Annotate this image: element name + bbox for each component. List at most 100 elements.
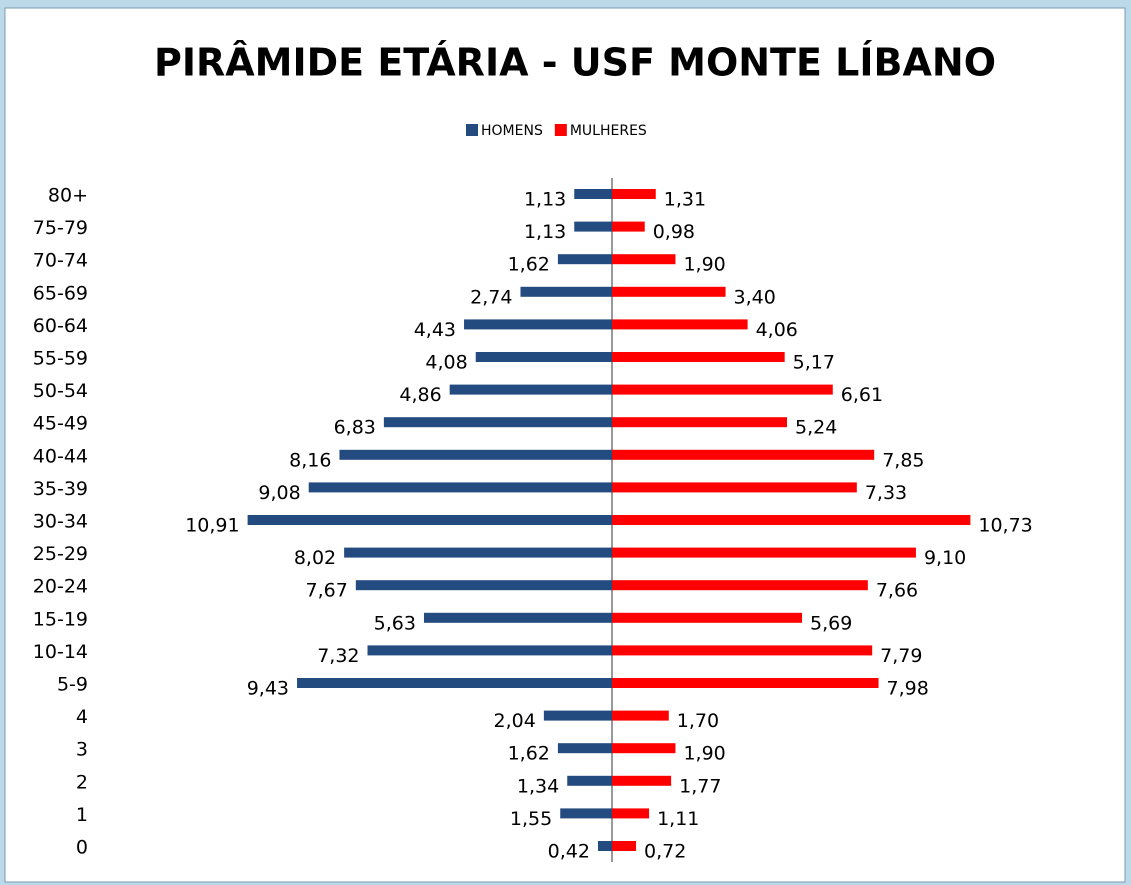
chart-title: PIRÂMIDE ETÁRIA - USF MONTE LÍBANO <box>154 41 996 85</box>
bar <box>612 221 645 232</box>
bar <box>560 808 612 819</box>
value-label: 1,55 <box>510 808 552 830</box>
category-label: 60-64 <box>33 315 88 337</box>
bar <box>574 189 612 199</box>
category-label: 2 <box>76 771 88 793</box>
bar <box>612 352 785 362</box>
bar <box>612 678 879 688</box>
value-label: 1,90 <box>683 254 725 276</box>
bar <box>520 286 612 297</box>
value-label: 7,67 <box>306 580 348 602</box>
legend-label: MULHERES <box>570 123 647 139</box>
value-label: 1,34 <box>517 775 559 797</box>
category-label: 4 <box>76 706 88 728</box>
value-label: 5,63 <box>374 612 416 634</box>
category-label: 75-79 <box>33 217 88 239</box>
bar <box>383 417 612 428</box>
bar <box>367 645 612 656</box>
value-label: 4,06 <box>756 319 798 341</box>
value-label: 5,69 <box>810 612 852 634</box>
bar <box>567 775 612 786</box>
value-label: 10,91 <box>185 515 239 537</box>
value-label: 9,43 <box>247 678 289 700</box>
category-label: 70-74 <box>33 250 88 272</box>
bar <box>612 743 676 754</box>
category-label: 5-9 <box>57 674 88 696</box>
bar <box>543 710 612 721</box>
category-label: 20-24 <box>33 576 88 598</box>
legend-swatch <box>554 124 567 136</box>
bar <box>557 743 612 754</box>
bar <box>557 254 612 265</box>
value-label: 5,17 <box>793 352 835 374</box>
value-label: 2,74 <box>470 286 512 308</box>
bar <box>612 710 669 721</box>
bar <box>612 482 857 493</box>
value-label: 0,98 <box>653 221 695 243</box>
bar <box>612 515 971 525</box>
value-label: 1,11 <box>657 808 699 830</box>
bar <box>612 645 873 656</box>
value-label: 0,42 <box>548 841 590 863</box>
category-label: 25-29 <box>33 543 88 565</box>
value-label: 1,90 <box>683 743 725 765</box>
bar <box>344 547 612 558</box>
bar <box>247 515 612 525</box>
value-label: 1,13 <box>524 221 566 243</box>
value-label: 7,32 <box>317 645 359 667</box>
value-label: 1,13 <box>524 189 566 211</box>
value-label: 4,43 <box>414 319 456 341</box>
category-label: 15-19 <box>33 608 88 630</box>
value-label: 2,04 <box>494 710 536 732</box>
bar <box>475 352 612 362</box>
bar <box>297 678 612 688</box>
bar <box>612 449 875 460</box>
category-label: 80+ <box>48 185 88 207</box>
value-label: 1,77 <box>679 775 721 797</box>
category-label: 55-59 <box>33 348 88 370</box>
value-label: 9,08 <box>258 482 300 504</box>
bar <box>612 580 868 591</box>
bar <box>449 384 612 395</box>
bar <box>612 417 788 428</box>
value-label: 1,62 <box>508 254 550 276</box>
bar <box>612 384 833 395</box>
category-label: 35-39 <box>33 478 88 500</box>
bar <box>612 612 803 623</box>
bar <box>612 189 656 199</box>
category-label: 50-54 <box>33 380 88 402</box>
category-label: 65-69 <box>33 282 88 304</box>
bar <box>612 808 650 819</box>
value-label: 4,08 <box>425 352 467 374</box>
value-label: 7,33 <box>865 482 907 504</box>
bar <box>308 482 612 493</box>
category-label: 0 <box>76 837 88 859</box>
category-label: 40-44 <box>33 445 88 467</box>
bar <box>612 286 726 297</box>
bar <box>423 612 612 623</box>
value-label: 0,72 <box>644 841 686 863</box>
value-label: 8,16 <box>289 449 331 471</box>
bar <box>464 319 612 330</box>
value-label: 4,86 <box>399 384 441 406</box>
value-label: 7,85 <box>882 449 924 471</box>
value-label: 8,02 <box>294 547 336 569</box>
bar <box>612 547 916 558</box>
value-label: 6,83 <box>334 417 376 439</box>
value-label: 1,62 <box>508 743 550 765</box>
value-label: 6,61 <box>841 384 883 406</box>
legend-swatch <box>466 124 478 136</box>
bar <box>612 319 748 330</box>
value-label: 9,10 <box>924 547 966 569</box>
bar <box>597 841 612 851</box>
bar <box>612 775 672 786</box>
value-label: 1,31 <box>664 189 706 211</box>
value-label: 7,66 <box>876 580 918 602</box>
value-label: 7,79 <box>880 645 922 667</box>
category-label: 3 <box>76 739 88 761</box>
bar <box>612 254 676 265</box>
value-label: 1,70 <box>677 710 719 732</box>
value-label: 7,98 <box>887 678 929 700</box>
